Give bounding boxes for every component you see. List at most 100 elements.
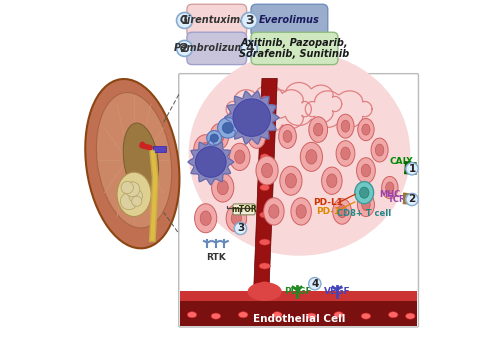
Ellipse shape (326, 174, 337, 188)
Ellipse shape (362, 198, 370, 210)
Ellipse shape (336, 140, 355, 166)
Text: MHC: MHC (379, 190, 400, 199)
FancyBboxPatch shape (233, 204, 255, 215)
Ellipse shape (332, 198, 351, 224)
Ellipse shape (356, 158, 376, 183)
Text: CAIX: CAIX (390, 158, 413, 166)
Text: Axitinib, Pazoparib,
Sorafenib, Sunitinib: Axitinib, Pazoparib, Sorafenib, Sunitini… (240, 38, 350, 59)
Ellipse shape (322, 167, 342, 194)
Ellipse shape (358, 118, 374, 141)
Circle shape (125, 182, 140, 197)
Ellipse shape (211, 313, 220, 319)
Ellipse shape (386, 182, 394, 193)
Ellipse shape (283, 131, 292, 143)
Ellipse shape (334, 312, 344, 318)
Ellipse shape (362, 124, 370, 135)
Text: PD-1: PD-1 (316, 207, 340, 216)
Ellipse shape (309, 117, 328, 143)
Ellipse shape (259, 282, 270, 288)
Ellipse shape (260, 96, 268, 102)
Circle shape (406, 193, 418, 206)
Text: 4: 4 (311, 279, 318, 289)
Ellipse shape (286, 174, 296, 188)
Ellipse shape (371, 138, 388, 162)
Ellipse shape (306, 150, 317, 164)
Text: Girentuximab: Girentuximab (180, 15, 254, 26)
Ellipse shape (272, 312, 282, 318)
Circle shape (210, 134, 218, 142)
Text: 3: 3 (245, 14, 254, 27)
Text: RTK: RTK (206, 253, 226, 262)
Ellipse shape (300, 143, 322, 171)
Ellipse shape (196, 147, 226, 177)
Ellipse shape (123, 123, 158, 197)
Ellipse shape (260, 212, 270, 218)
Text: 2: 2 (408, 194, 416, 205)
Circle shape (308, 278, 321, 290)
Ellipse shape (96, 92, 172, 228)
Ellipse shape (355, 181, 374, 204)
Ellipse shape (200, 143, 211, 158)
Ellipse shape (230, 143, 250, 170)
Ellipse shape (260, 123, 269, 129)
Ellipse shape (200, 211, 211, 225)
Ellipse shape (210, 123, 229, 149)
Text: VEGF: VEGF (324, 287, 350, 296)
Circle shape (120, 193, 138, 210)
Ellipse shape (234, 150, 245, 164)
Ellipse shape (280, 166, 302, 195)
Ellipse shape (406, 313, 415, 319)
Text: 4: 4 (245, 42, 254, 55)
Ellipse shape (231, 211, 241, 225)
Ellipse shape (388, 312, 398, 318)
Text: CD8+ T cell: CD8+ T cell (337, 209, 392, 218)
Ellipse shape (362, 164, 370, 177)
Ellipse shape (117, 172, 151, 217)
FancyBboxPatch shape (251, 32, 338, 65)
Ellipse shape (248, 282, 282, 301)
Ellipse shape (264, 198, 284, 225)
Text: 1: 1 (180, 14, 189, 27)
Ellipse shape (260, 184, 270, 191)
Ellipse shape (260, 154, 269, 160)
Ellipse shape (212, 173, 234, 202)
FancyBboxPatch shape (187, 32, 246, 65)
Text: mTOR: mTOR (231, 205, 257, 214)
Text: 2: 2 (180, 42, 189, 55)
Ellipse shape (382, 176, 398, 198)
Circle shape (222, 122, 234, 133)
Ellipse shape (194, 204, 217, 233)
Ellipse shape (228, 108, 244, 131)
Text: 1: 1 (408, 164, 416, 174)
Circle shape (121, 181, 134, 194)
Ellipse shape (306, 313, 316, 319)
Circle shape (132, 196, 142, 206)
Text: PDGF: PDGF (284, 287, 312, 296)
Bar (180, 292, 417, 326)
Ellipse shape (360, 187, 369, 198)
FancyBboxPatch shape (187, 4, 246, 37)
Text: PD-L1: PD-L1 (314, 198, 344, 207)
Ellipse shape (358, 193, 374, 217)
Ellipse shape (296, 205, 306, 218)
Ellipse shape (214, 130, 224, 143)
Ellipse shape (314, 123, 323, 136)
Ellipse shape (278, 124, 296, 148)
Ellipse shape (256, 156, 278, 185)
Ellipse shape (232, 114, 240, 125)
Ellipse shape (217, 180, 228, 195)
Circle shape (234, 222, 246, 235)
Ellipse shape (260, 239, 270, 245)
Ellipse shape (188, 51, 410, 256)
FancyBboxPatch shape (251, 4, 328, 37)
Ellipse shape (341, 147, 350, 160)
Bar (153, 146, 166, 152)
Ellipse shape (188, 312, 197, 318)
Ellipse shape (262, 163, 272, 178)
Ellipse shape (341, 120, 349, 132)
Ellipse shape (376, 144, 384, 156)
FancyBboxPatch shape (178, 74, 418, 327)
Polygon shape (188, 139, 234, 185)
Ellipse shape (252, 131, 262, 143)
Text: TCR: TCR (388, 195, 406, 204)
